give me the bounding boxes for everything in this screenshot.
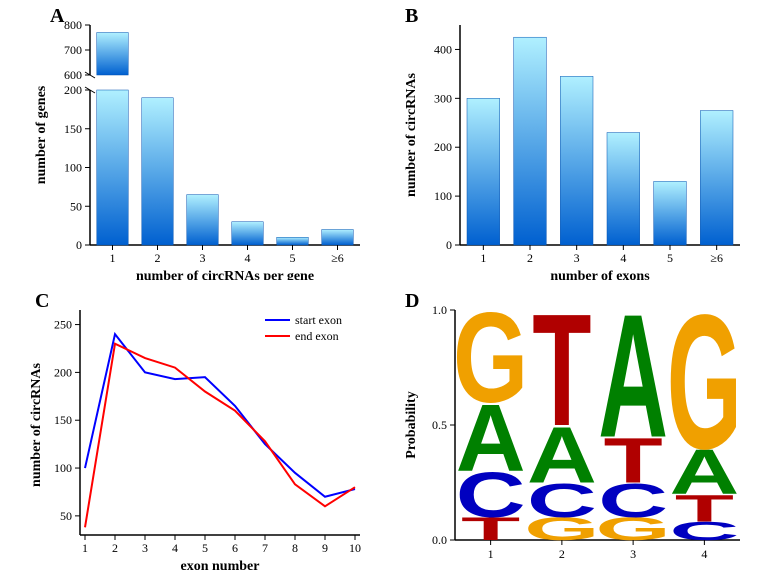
svg-text:≥6: ≥6 (331, 251, 344, 265)
svg-text:2: 2 (527, 251, 533, 265)
svg-text:G: G (667, 290, 742, 490)
svg-text:5: 5 (202, 541, 208, 555)
svg-text:end exon: end exon (295, 329, 339, 343)
svg-text:100: 100 (54, 461, 72, 475)
svg-text:8: 8 (292, 541, 298, 555)
svg-text:Probability: Probability (404, 391, 419, 458)
panel-c-label: C (35, 290, 49, 313)
svg-text:6: 6 (232, 541, 238, 555)
svg-text:0: 0 (76, 238, 82, 252)
svg-text:3: 3 (142, 541, 148, 555)
svg-text:1: 1 (488, 547, 494, 561)
svg-text:200: 200 (54, 365, 72, 379)
svg-text:3: 3 (630, 547, 636, 561)
svg-text:3: 3 (574, 251, 580, 265)
panel-d: D 0.00.51.0TCAG1GCAT2GCTA3CTAG4Probabili… (390, 290, 750, 570)
svg-text:0.5: 0.5 (432, 418, 447, 432)
svg-text:150: 150 (64, 122, 82, 136)
svg-text:600: 600 (64, 68, 82, 82)
panel-a-label: A (50, 5, 64, 28)
panel-d-chart: 0.00.51.0TCAG1GCAT2GCTA3CTAG4Probability (390, 290, 750, 570)
svg-text:1: 1 (480, 251, 486, 265)
svg-text:number of genes: number of genes (34, 85, 49, 184)
panel-b-chart: 0 100 200 300 400 1 2 3 4 5 ≥6 number of exons numbe… (390, 5, 750, 280)
panel-c-chart: 1 2 3 4 5 6 7 8 9 10 50 100 150 200 250 start exon end e… (20, 290, 370, 570)
svg-text:5: 5 (667, 251, 673, 265)
svg-text:0: 0 (446, 238, 452, 252)
panel-a-chart: 0 50 100 150 200600 700 800 1 2 3 4 5 ≥6 number of ci… (20, 5, 370, 280)
svg-text:9: 9 (322, 541, 328, 555)
svg-text:number of circRNAs: number of circRNAs (404, 72, 419, 196)
svg-text:≥6: ≥6 (710, 251, 723, 265)
svg-text:1.0: 1.0 (432, 303, 447, 317)
panel-b: B 0 100 200 300 400 1 2 3 4 5 ≥6 number of exons num… (390, 5, 750, 280)
svg-text:number of circRNAs: number of circRNAs (29, 362, 44, 486)
svg-text:2: 2 (559, 547, 565, 561)
panel-a: A 0 50 100 150 200600 700 800 1 2 3 4 5 ≥6 number of … (20, 5, 370, 280)
svg-text:250: 250 (54, 318, 72, 332)
svg-text:100: 100 (64, 161, 82, 175)
svg-text:T: T (532, 290, 591, 459)
svg-text:7: 7 (262, 541, 268, 555)
svg-text:4: 4 (701, 547, 707, 561)
svg-text:400: 400 (434, 42, 452, 56)
svg-text:2: 2 (155, 251, 161, 265)
svg-text:200: 200 (434, 140, 452, 154)
svg-text:150: 150 (54, 413, 72, 427)
svg-text:10: 10 (349, 541, 361, 555)
svg-text:4: 4 (172, 541, 178, 555)
svg-text:1: 1 (110, 251, 116, 265)
svg-text:A: A (598, 290, 668, 475)
svg-text:number of exons: number of exons (550, 269, 650, 280)
svg-text:2: 2 (112, 541, 118, 555)
panel-b-label: B (405, 5, 418, 28)
svg-text:number of circRNAs per gene: number of circRNAs per gene (136, 269, 314, 280)
svg-text:start exon: start exon (295, 313, 342, 327)
svg-text:G: G (453, 290, 528, 430)
svg-text:300: 300 (434, 91, 452, 105)
svg-text:exon number: exon number (181, 559, 260, 570)
svg-text:4: 4 (245, 251, 251, 265)
svg-text:4: 4 (620, 251, 626, 265)
svg-text:700: 700 (64, 43, 82, 57)
svg-text:100: 100 (434, 189, 452, 203)
svg-text:3: 3 (200, 251, 206, 265)
svg-text:5: 5 (290, 251, 296, 265)
svg-text:50: 50 (60, 509, 72, 523)
svg-text:0.0: 0.0 (432, 533, 447, 547)
svg-text:50: 50 (70, 199, 82, 213)
panel-c: C 1 2 3 4 5 6 7 8 9 10 50 100 150 200 250 start exon end… (20, 290, 370, 570)
svg-text:800: 800 (64, 18, 82, 32)
svg-text:200: 200 (64, 83, 82, 97)
svg-text:1: 1 (82, 541, 88, 555)
panel-d-label: D (405, 290, 419, 313)
